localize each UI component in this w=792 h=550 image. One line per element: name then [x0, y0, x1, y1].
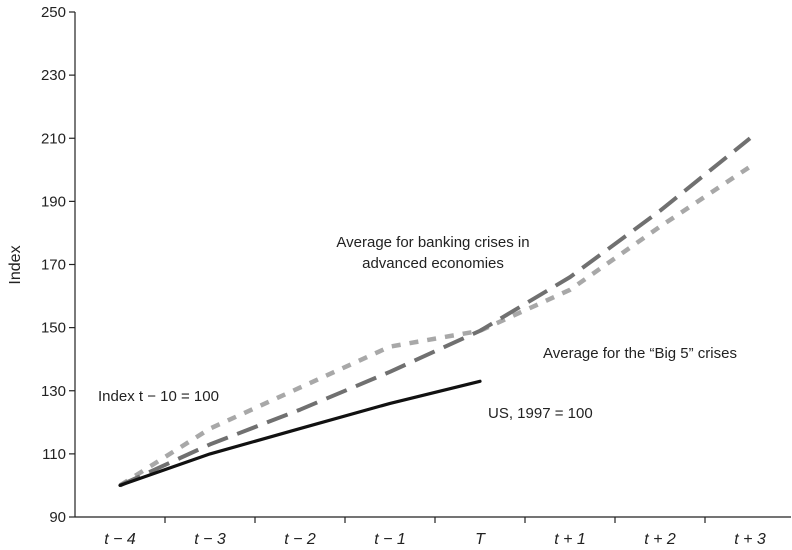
y-tick-label: 130: [41, 383, 66, 400]
y-tick-label: 170: [41, 257, 66, 274]
y-axis-label: Index: [7, 245, 24, 284]
x-tick-label: t − 4: [104, 531, 136, 548]
annotation-big5: Average for the “Big 5” crises: [543, 345, 737, 362]
x-tick-label: t − 3: [194, 531, 226, 548]
x-tick-label: t − 2: [284, 531, 316, 548]
y-tick-label: 230: [41, 67, 66, 84]
series-line-2: [118, 379, 482, 487]
x-tick-label: t + 3: [734, 531, 766, 548]
annotation-layer: Average for banking crises in advanced ec…: [98, 234, 737, 422]
annotation-us: US, 1997 = 100: [488, 405, 593, 422]
y-tick-label: 190: [41, 193, 66, 210]
y-tick-label: 110: [42, 446, 66, 463]
annotation-index-note: Index t − 10 = 100: [98, 388, 219, 405]
x-tick-label: T: [475, 531, 486, 548]
annotation-advanced: advanced economies: [362, 255, 504, 272]
y-tick-label: 210: [41, 130, 66, 147]
y-tick-label: 250: [41, 4, 66, 21]
series-layer: [118, 136, 752, 488]
y-axis: 90 110 130 150 170 190 210 230 250: [41, 4, 76, 526]
x-tick-label: t + 2: [644, 531, 676, 548]
series-line-0: [119, 136, 752, 488]
series-line-1: [118, 164, 752, 488]
annotation-advanced: Average for banking crises in: [336, 234, 529, 251]
x-tick-label: t − 1: [374, 531, 406, 548]
x-tick-label: t + 1: [554, 531, 586, 548]
y-tick-label: 150: [41, 320, 66, 337]
y-tick-label: 90: [49, 509, 66, 526]
